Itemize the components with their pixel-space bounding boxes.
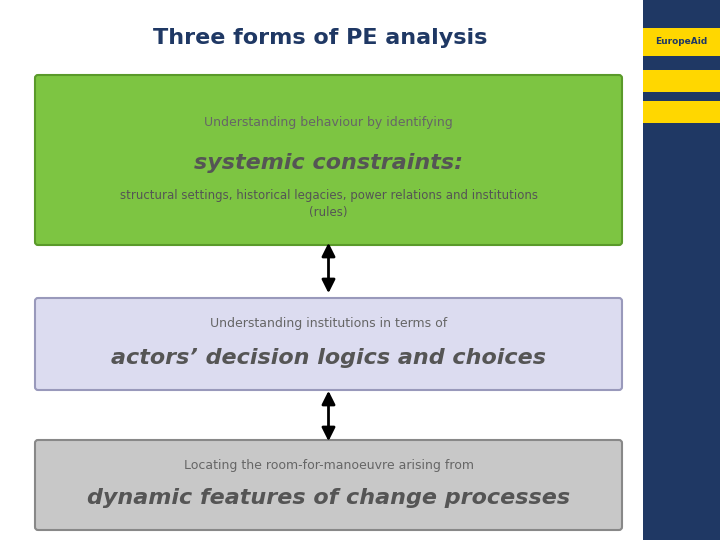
Text: systemic constraints:: systemic constraints:: [194, 153, 463, 173]
Text: actors’ decision logics and choices: actors’ decision logics and choices: [111, 348, 546, 368]
Bar: [643, 70, 720, 92]
Text: Three forms of PE analysis: Three forms of PE analysis: [153, 28, 487, 48]
Text: EuropeAid: EuropeAid: [655, 37, 708, 46]
Text: Understanding institutions in terms of: Understanding institutions in terms of: [210, 318, 447, 330]
Text: Locating the room-for-manoeuvre arising from: Locating the room-for-manoeuvre arising …: [184, 458, 474, 472]
Bar: [643, 101, 720, 123]
Bar: [643, 28, 720, 56]
FancyBboxPatch shape: [35, 75, 622, 245]
Bar: [643, 0, 720, 540]
FancyBboxPatch shape: [35, 440, 622, 530]
Text: Understanding behaviour by identifying: Understanding behaviour by identifying: [204, 116, 453, 129]
Text: dynamic features of change processes: dynamic features of change processes: [87, 489, 570, 509]
FancyBboxPatch shape: [35, 298, 622, 390]
Text: structural settings, historical legacies, power relations and institutions
(rule: structural settings, historical legacies…: [120, 189, 538, 219]
